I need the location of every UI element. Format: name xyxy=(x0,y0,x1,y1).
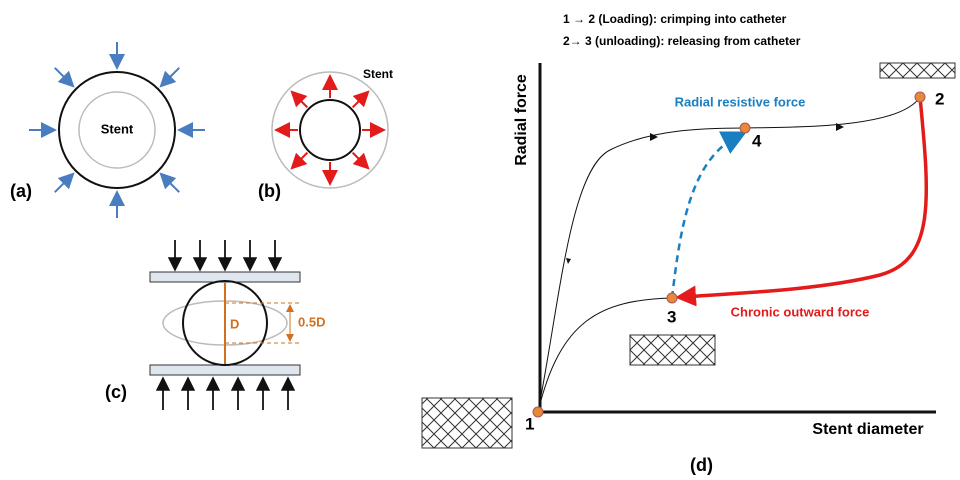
curve-arrow xyxy=(836,123,844,131)
arrow xyxy=(159,172,180,193)
half-d-label: 0.5D xyxy=(298,314,325,329)
lower-curve xyxy=(537,297,673,413)
unloading-curve xyxy=(675,96,929,307)
outward-label: Chronic outward force xyxy=(731,304,870,319)
arrow xyxy=(290,90,309,109)
arrow xyxy=(351,151,370,170)
arrow xyxy=(159,67,180,88)
panel-d: 1 → 2 (Loading): crimping into catheter … xyxy=(421,12,956,475)
point xyxy=(666,292,678,304)
d-label: D xyxy=(230,316,239,331)
loading-curve xyxy=(537,96,921,413)
stent-icon xyxy=(629,334,716,366)
y-axis-label: Radial force xyxy=(513,74,530,166)
arrow xyxy=(54,67,75,88)
curve-arrow xyxy=(566,258,571,264)
point-label: 1 xyxy=(525,414,534,433)
stent-icon xyxy=(879,62,956,79)
stent-label: Stent xyxy=(363,67,393,81)
point-label: 3 xyxy=(667,307,676,326)
point-label: 4 xyxy=(752,131,762,150)
force-arrows xyxy=(155,240,296,410)
arrow xyxy=(290,151,309,170)
caption: (c) xyxy=(105,382,127,402)
point xyxy=(914,91,926,103)
x-axis-label: Stent diameter xyxy=(812,421,923,438)
caption: (a) xyxy=(10,181,32,201)
stent-inner xyxy=(78,91,156,169)
curve-arrow xyxy=(650,133,658,141)
stent-icon xyxy=(421,397,513,449)
point xyxy=(739,122,751,134)
legend: 2→ 3 (unloading): releasing from cathete… xyxy=(563,34,801,48)
stent-label: Stent xyxy=(101,121,134,136)
stent xyxy=(182,280,268,366)
caption: (b) xyxy=(258,181,281,201)
panel-b: Stent (b) xyxy=(258,67,393,201)
resistive-label: Radial resistive force xyxy=(675,94,806,109)
resistive-curve xyxy=(670,131,747,299)
point xyxy=(532,406,544,418)
stent-outer xyxy=(58,71,176,189)
caption: (d) xyxy=(690,455,713,475)
legend: 1 → 2 (Loading): crimping into catheter xyxy=(563,12,787,26)
stent-outer xyxy=(271,71,389,189)
point-label: 2 xyxy=(935,89,944,108)
panel-c: D 0.5D (c) xyxy=(105,240,325,410)
stent-inner xyxy=(299,99,361,161)
plate xyxy=(149,364,301,376)
arrow xyxy=(54,172,75,193)
arrow xyxy=(351,90,370,109)
panel-a: Stent (a) xyxy=(10,42,205,218)
